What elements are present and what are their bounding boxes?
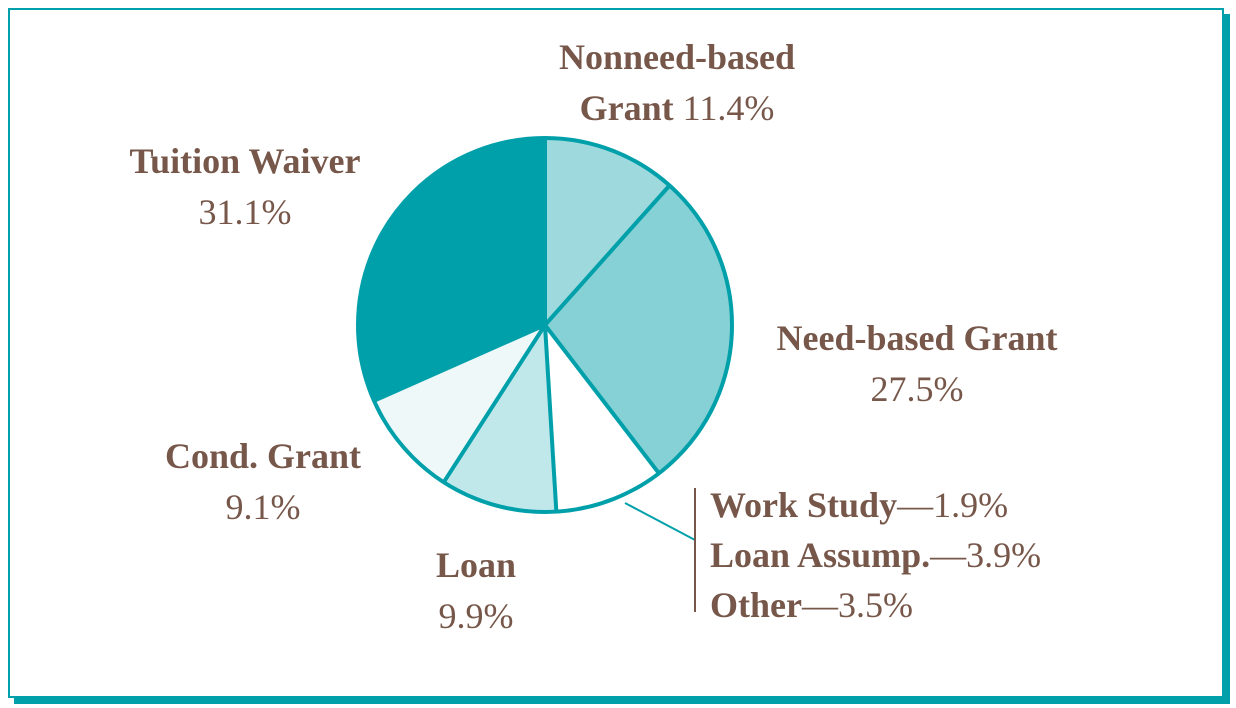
slice-name: Tuition Waiver	[129, 141, 361, 181]
pie-slice	[545, 325, 641, 505]
slice-label: Nonneed-based Grant 11.4%	[527, 32, 827, 134]
slice-percent: 3.5%	[837, 585, 913, 625]
slice-percent: 9.9%	[438, 596, 514, 636]
slice-separator	[442, 323, 547, 484]
slice-name: Loan Assump.	[710, 535, 931, 575]
slice-label: Cond. Grant 9.1%	[128, 431, 398, 533]
leader-line	[624, 502, 696, 541]
pie-slice	[545, 185, 732, 474]
pie-slice	[443, 325, 557, 513]
slice-percent: 1.9%	[933, 485, 1009, 525]
chart-frame	[8, 8, 1224, 698]
slice-percent: 3.9%	[966, 535, 1042, 575]
slice-separator	[543, 184, 672, 327]
slice-label: Need-based Grant 27.5%	[737, 313, 1097, 415]
slice-percent: 31.1%	[198, 192, 292, 232]
slice-label: Tuition Waiver 31.1%	[95, 136, 395, 238]
slice-percent: 27.5%	[870, 369, 964, 409]
slice-name: Nonneed-based Grant	[558, 37, 796, 128]
pie-slice	[374, 325, 545, 483]
slice-name: Cond. Grant	[164, 436, 362, 476]
slice-name: Need-based Grant	[776, 318, 1058, 358]
pie-slice	[545, 325, 598, 512]
slice-name: Other	[710, 585, 802, 625]
slice-percent: 9.1%	[225, 487, 301, 527]
slice-separator	[373, 323, 546, 403]
slice-label: Loan 9.9%	[376, 540, 576, 642]
slice-label: Work Study—1.9%	[710, 485, 1009, 525]
slice-label: Other—3.5%	[710, 585, 913, 625]
slice-name: Work Study	[710, 485, 898, 525]
slice-label: Loan Assump.—3.9%	[710, 535, 1042, 575]
slice-separator	[543, 323, 661, 475]
slice-separator	[543, 324, 559, 512]
pie-slice	[545, 138, 670, 325]
slice-name: Loan	[435, 545, 517, 585]
slice-percent: 11.4%	[682, 88, 775, 128]
